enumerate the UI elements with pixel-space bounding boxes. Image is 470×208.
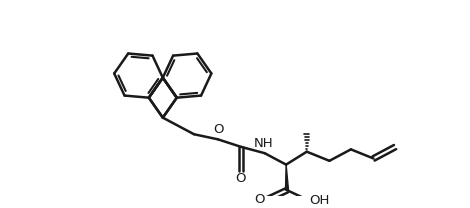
- Text: OH: OH: [309, 194, 329, 207]
- Text: O: O: [255, 193, 265, 207]
- Polygon shape: [285, 165, 289, 190]
- Text: NH: NH: [254, 137, 274, 150]
- Text: O: O: [213, 123, 224, 136]
- Text: O: O: [235, 172, 245, 185]
